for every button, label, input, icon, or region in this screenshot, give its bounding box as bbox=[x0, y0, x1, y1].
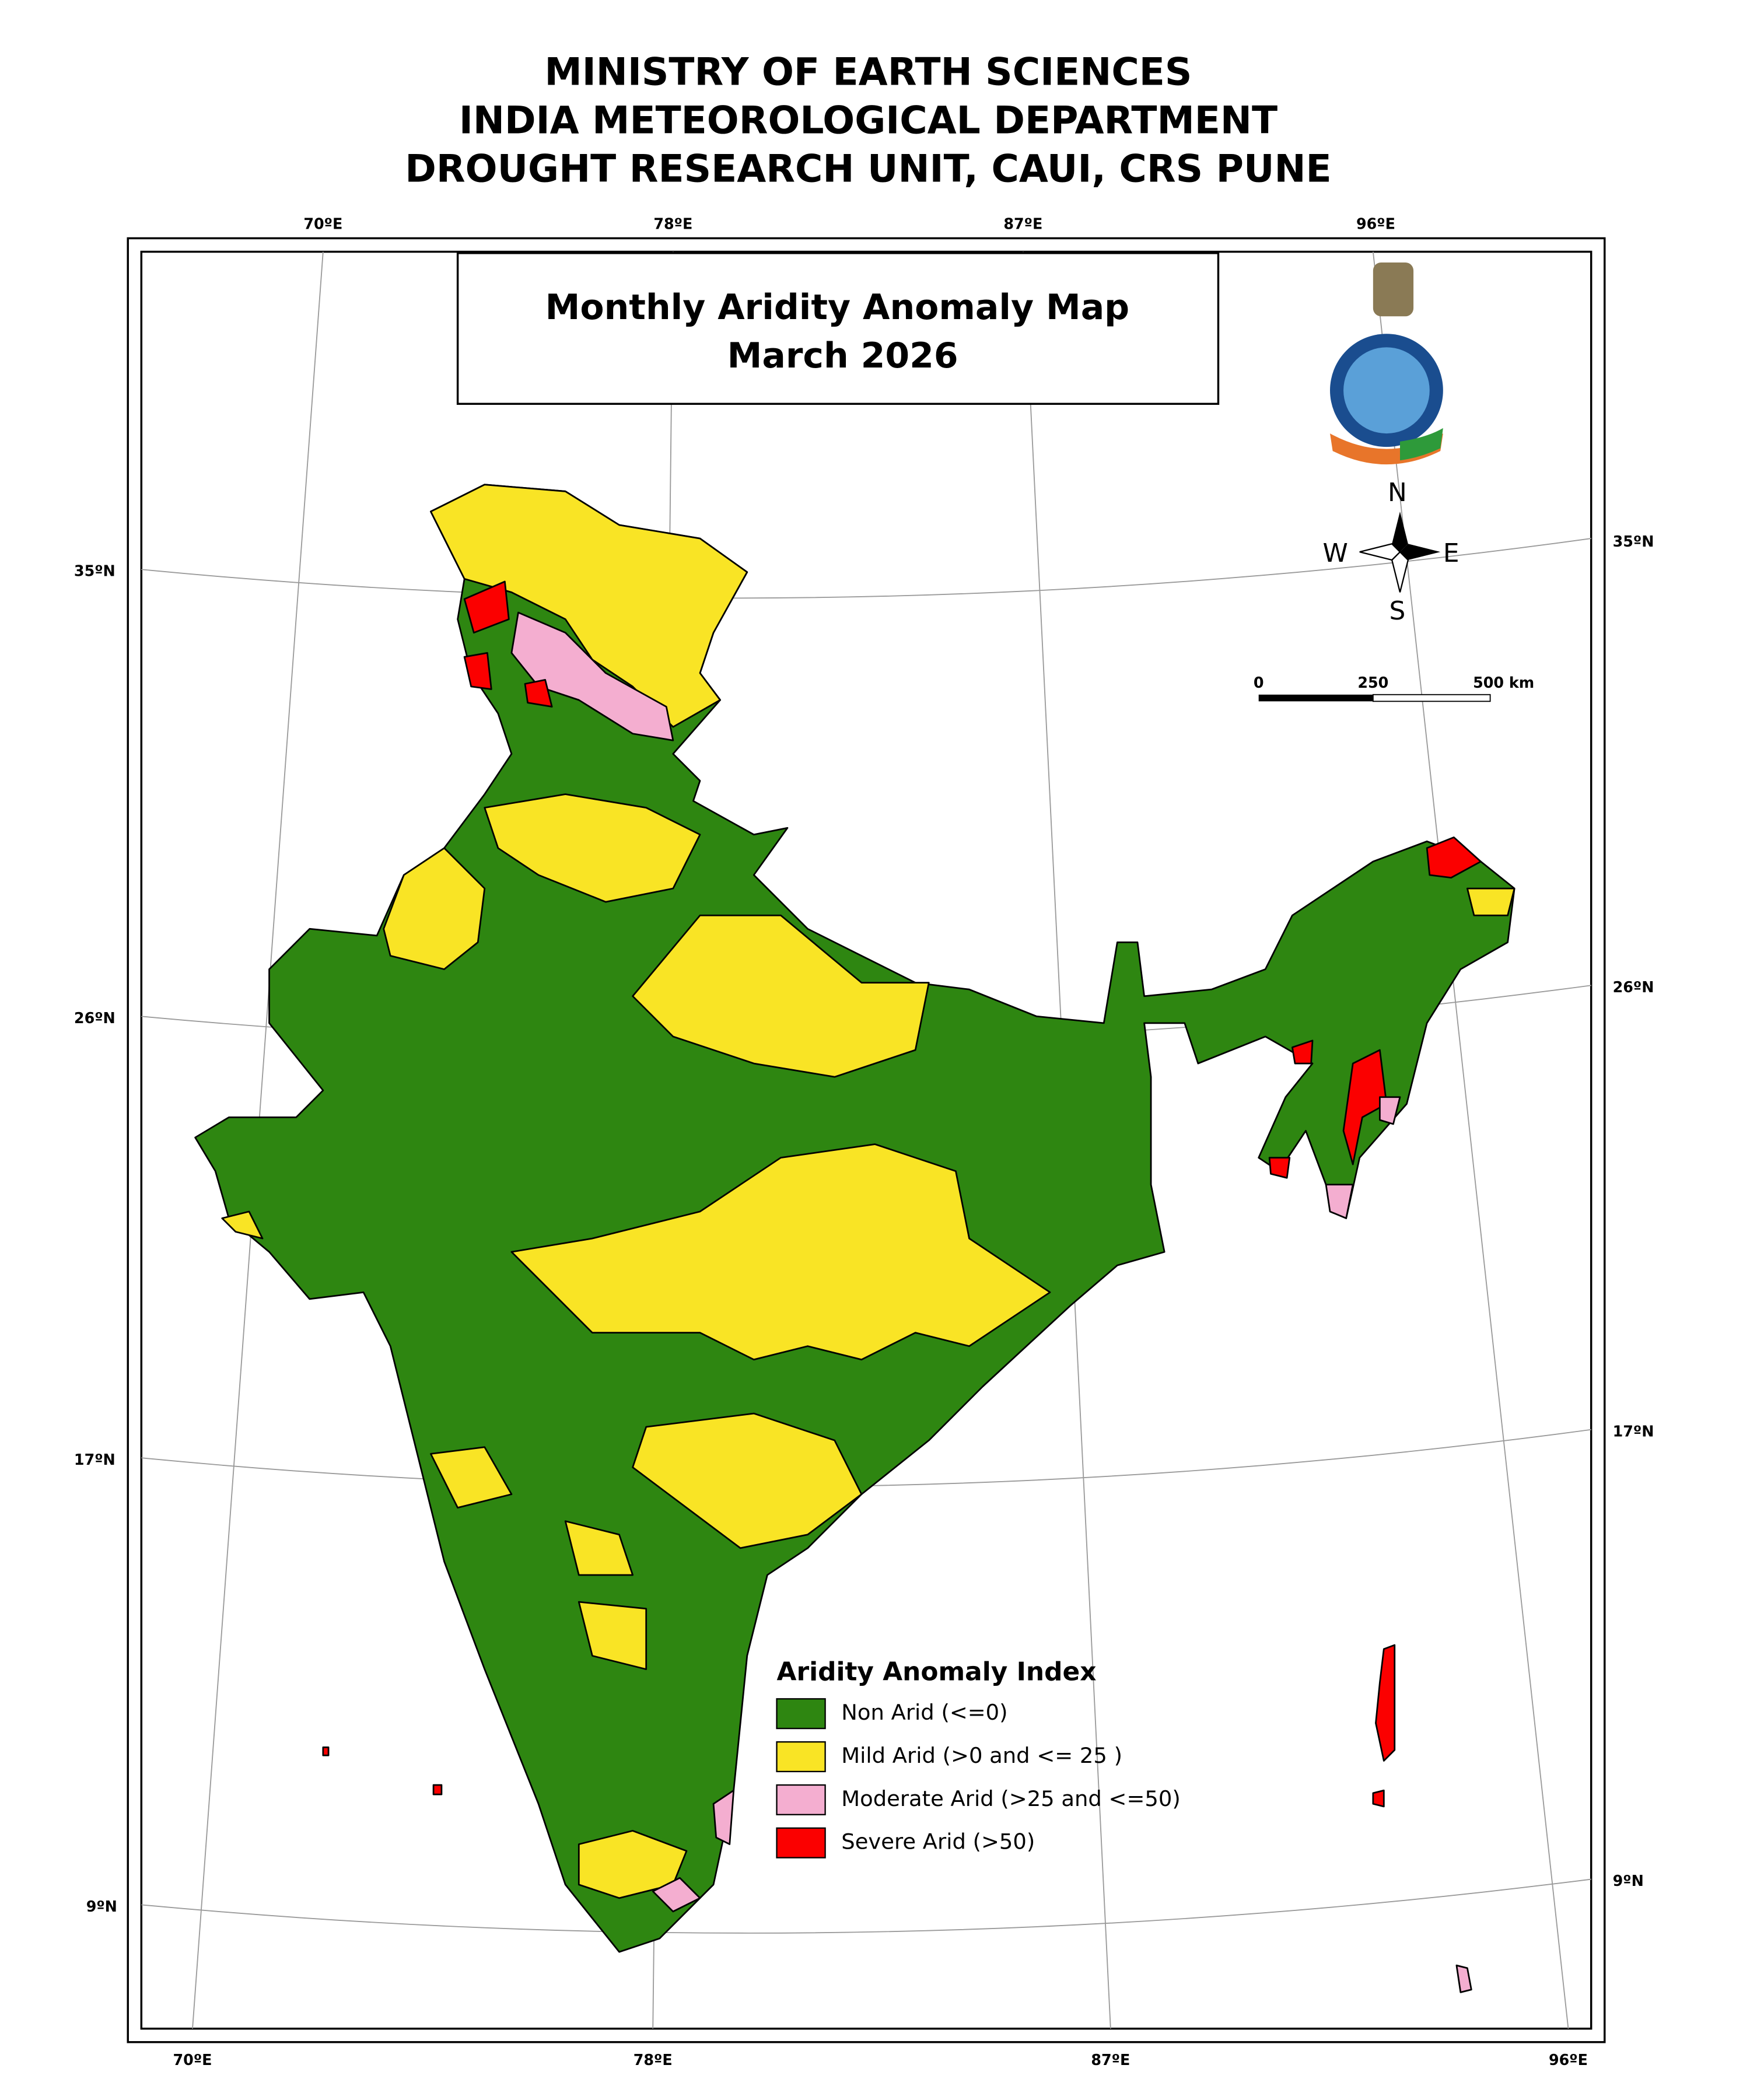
islands bbox=[1372, 1644, 1396, 1808]
lat-label: 26ºN bbox=[1613, 978, 1654, 996]
lon-label: 70ºE bbox=[303, 215, 342, 232]
moderate-region bbox=[510, 611, 674, 741]
mild-region bbox=[430, 484, 748, 728]
legend-swatch bbox=[776, 1698, 826, 1730]
mild-region bbox=[632, 914, 930, 1078]
map-subtitle: March 2026 bbox=[727, 335, 958, 376]
mild-region bbox=[632, 1412, 863, 1549]
lat-label: 17ºN bbox=[1613, 1422, 1654, 1440]
scale-label: 500 km bbox=[1473, 674, 1534, 691]
compass: N S E W bbox=[1323, 478, 1460, 626]
longitude-labels: 70ºE 78ºE 87ºE 96ºE 70ºE 78ºE 87ºE 96ºE bbox=[173, 215, 1588, 2068]
legend-label: Severe Arid (>50) bbox=[841, 1829, 1035, 1854]
header-line: MINISTRY OF EARTH SCIENCES bbox=[544, 50, 1192, 94]
frame bbox=[127, 237, 1606, 2043]
moderate-region bbox=[652, 1789, 735, 1913]
scale-label: 250 bbox=[1357, 674, 1388, 691]
lon-label: 78ºE bbox=[634, 2051, 673, 2068]
moderate-region bbox=[1325, 1096, 1401, 1219]
severe-region bbox=[463, 580, 553, 708]
mild-region bbox=[510, 1143, 1051, 1361]
lon-label: 96ºE bbox=[1549, 2051, 1588, 2068]
legend-label: Moderate Arid (>25 and <=50) bbox=[841, 1786, 1180, 1811]
legend-title: Aridity Anomaly Index bbox=[777, 1657, 1097, 1686]
mild-region bbox=[383, 847, 486, 970]
legend-swatch bbox=[776, 1741, 826, 1773]
lat-label: 26ºN bbox=[74, 1009, 116, 1027]
legend-swatch bbox=[776, 1827, 826, 1859]
compass-south: S bbox=[1389, 596, 1405, 626]
islands bbox=[322, 1746, 443, 1796]
lat-label: 17ºN bbox=[74, 1451, 116, 1468]
mild-region bbox=[221, 887, 1516, 1240]
severe-region bbox=[1268, 836, 1482, 1179]
latitude-labels: 35ºN 26ºN 17ºN 9ºN 35ºN 26ºN 17ºN 9ºN bbox=[74, 533, 1654, 1915]
map-title: Monthly Aridity Anomaly Map bbox=[545, 287, 1129, 328]
lon-label: 70ºE bbox=[173, 2051, 212, 2068]
mild-region bbox=[430, 1446, 648, 1670]
mild-region bbox=[484, 793, 701, 903]
lon-label: 87ºE bbox=[1091, 2051, 1130, 2068]
scale-bar: 0 250 500 km bbox=[1254, 674, 1534, 702]
compass-west: W bbox=[1323, 538, 1348, 568]
header-line: DROUGHT RESEARCH UNIT, CAUI, CRS PUNE bbox=[405, 148, 1331, 191]
legend: Aridity Anomaly Index Non Arid (<=0) Mild… bbox=[776, 1657, 1181, 1859]
scale-label: 0 bbox=[1254, 674, 1264, 691]
compass-east: E bbox=[1443, 538, 1460, 568]
lon-label: 96ºE bbox=[1356, 215, 1395, 232]
title-box: Monthly Aridity Anomaly Map March 2026 bbox=[456, 252, 1220, 405]
lat-label: 35ºN bbox=[1613, 533, 1654, 550]
lon-label: 87ºE bbox=[1003, 215, 1042, 232]
lon-label: 78ºE bbox=[653, 215, 692, 232]
india-map bbox=[194, 484, 1516, 1993]
header-line: INDIA METEOROLOGICAL DEPARTMENT bbox=[459, 99, 1278, 142]
islands bbox=[1455, 1964, 1472, 1993]
lat-label: 9ºN bbox=[1613, 1872, 1644, 1889]
compass-north: N bbox=[1388, 478, 1407, 508]
lat-label: 35ºN bbox=[74, 562, 116, 580]
legend-label: Non Arid (<=0) bbox=[841, 1700, 1007, 1725]
legend-swatch bbox=[776, 1784, 826, 1815]
lat-label: 9ºN bbox=[86, 1898, 117, 1915]
legend-label: Mild Arid (>0 and <= 25 ) bbox=[841, 1743, 1122, 1768]
imd-emblem bbox=[1330, 262, 1443, 465]
